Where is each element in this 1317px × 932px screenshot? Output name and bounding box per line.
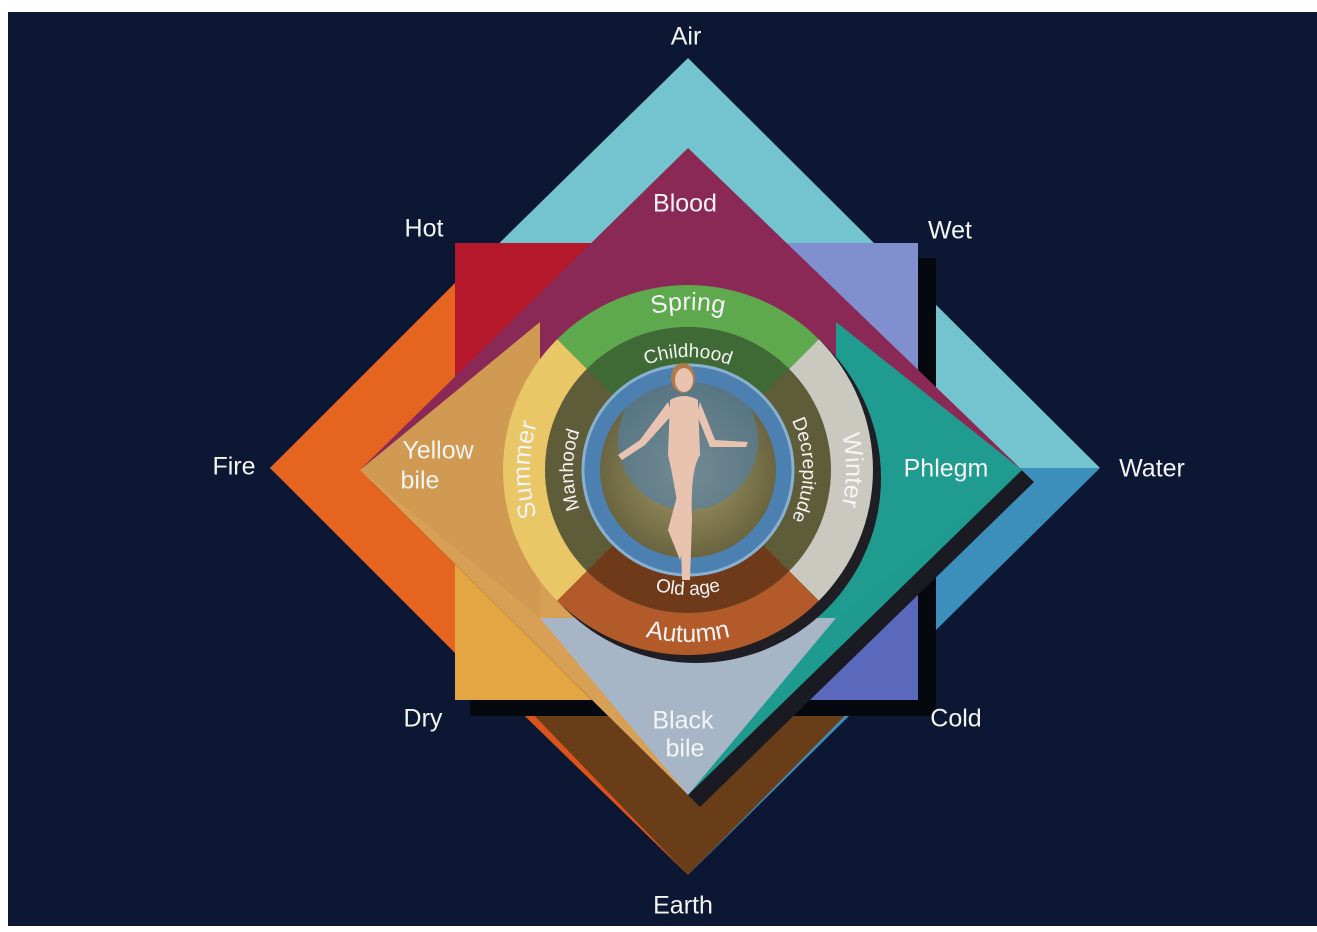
- humour-label: Black: [652, 707, 714, 735]
- season-text: Spring: [648, 288, 728, 320]
- humour-label: bile: [666, 735, 705, 763]
- quality-label: Wet: [928, 217, 972, 245]
- diagram: Air Water Earth Fire Hot Wet Dry Cold Bl…: [0, 0, 1317, 932]
- humour-label: Yellow: [402, 437, 474, 465]
- element-label: Earth: [653, 892, 713, 920]
- season-label: Autumn: [644, 615, 732, 648]
- quality-label: Cold: [930, 705, 981, 733]
- element-label: Water: [1119, 455, 1185, 483]
- humour-label: Phlegm: [904, 455, 989, 483]
- humour-label: Blood: [653, 190, 717, 218]
- season-label: Winter: [836, 431, 868, 510]
- quality-label: Hot: [405, 215, 444, 243]
- quality-label: Dry: [404, 705, 443, 733]
- season-text: Autumn: [644, 615, 732, 648]
- season-label: Spring: [648, 288, 728, 320]
- humour-label: bile: [401, 467, 440, 495]
- element-label: Air: [671, 23, 702, 51]
- element-label: Fire: [212, 453, 255, 481]
- season-text: Winter: [836, 431, 868, 510]
